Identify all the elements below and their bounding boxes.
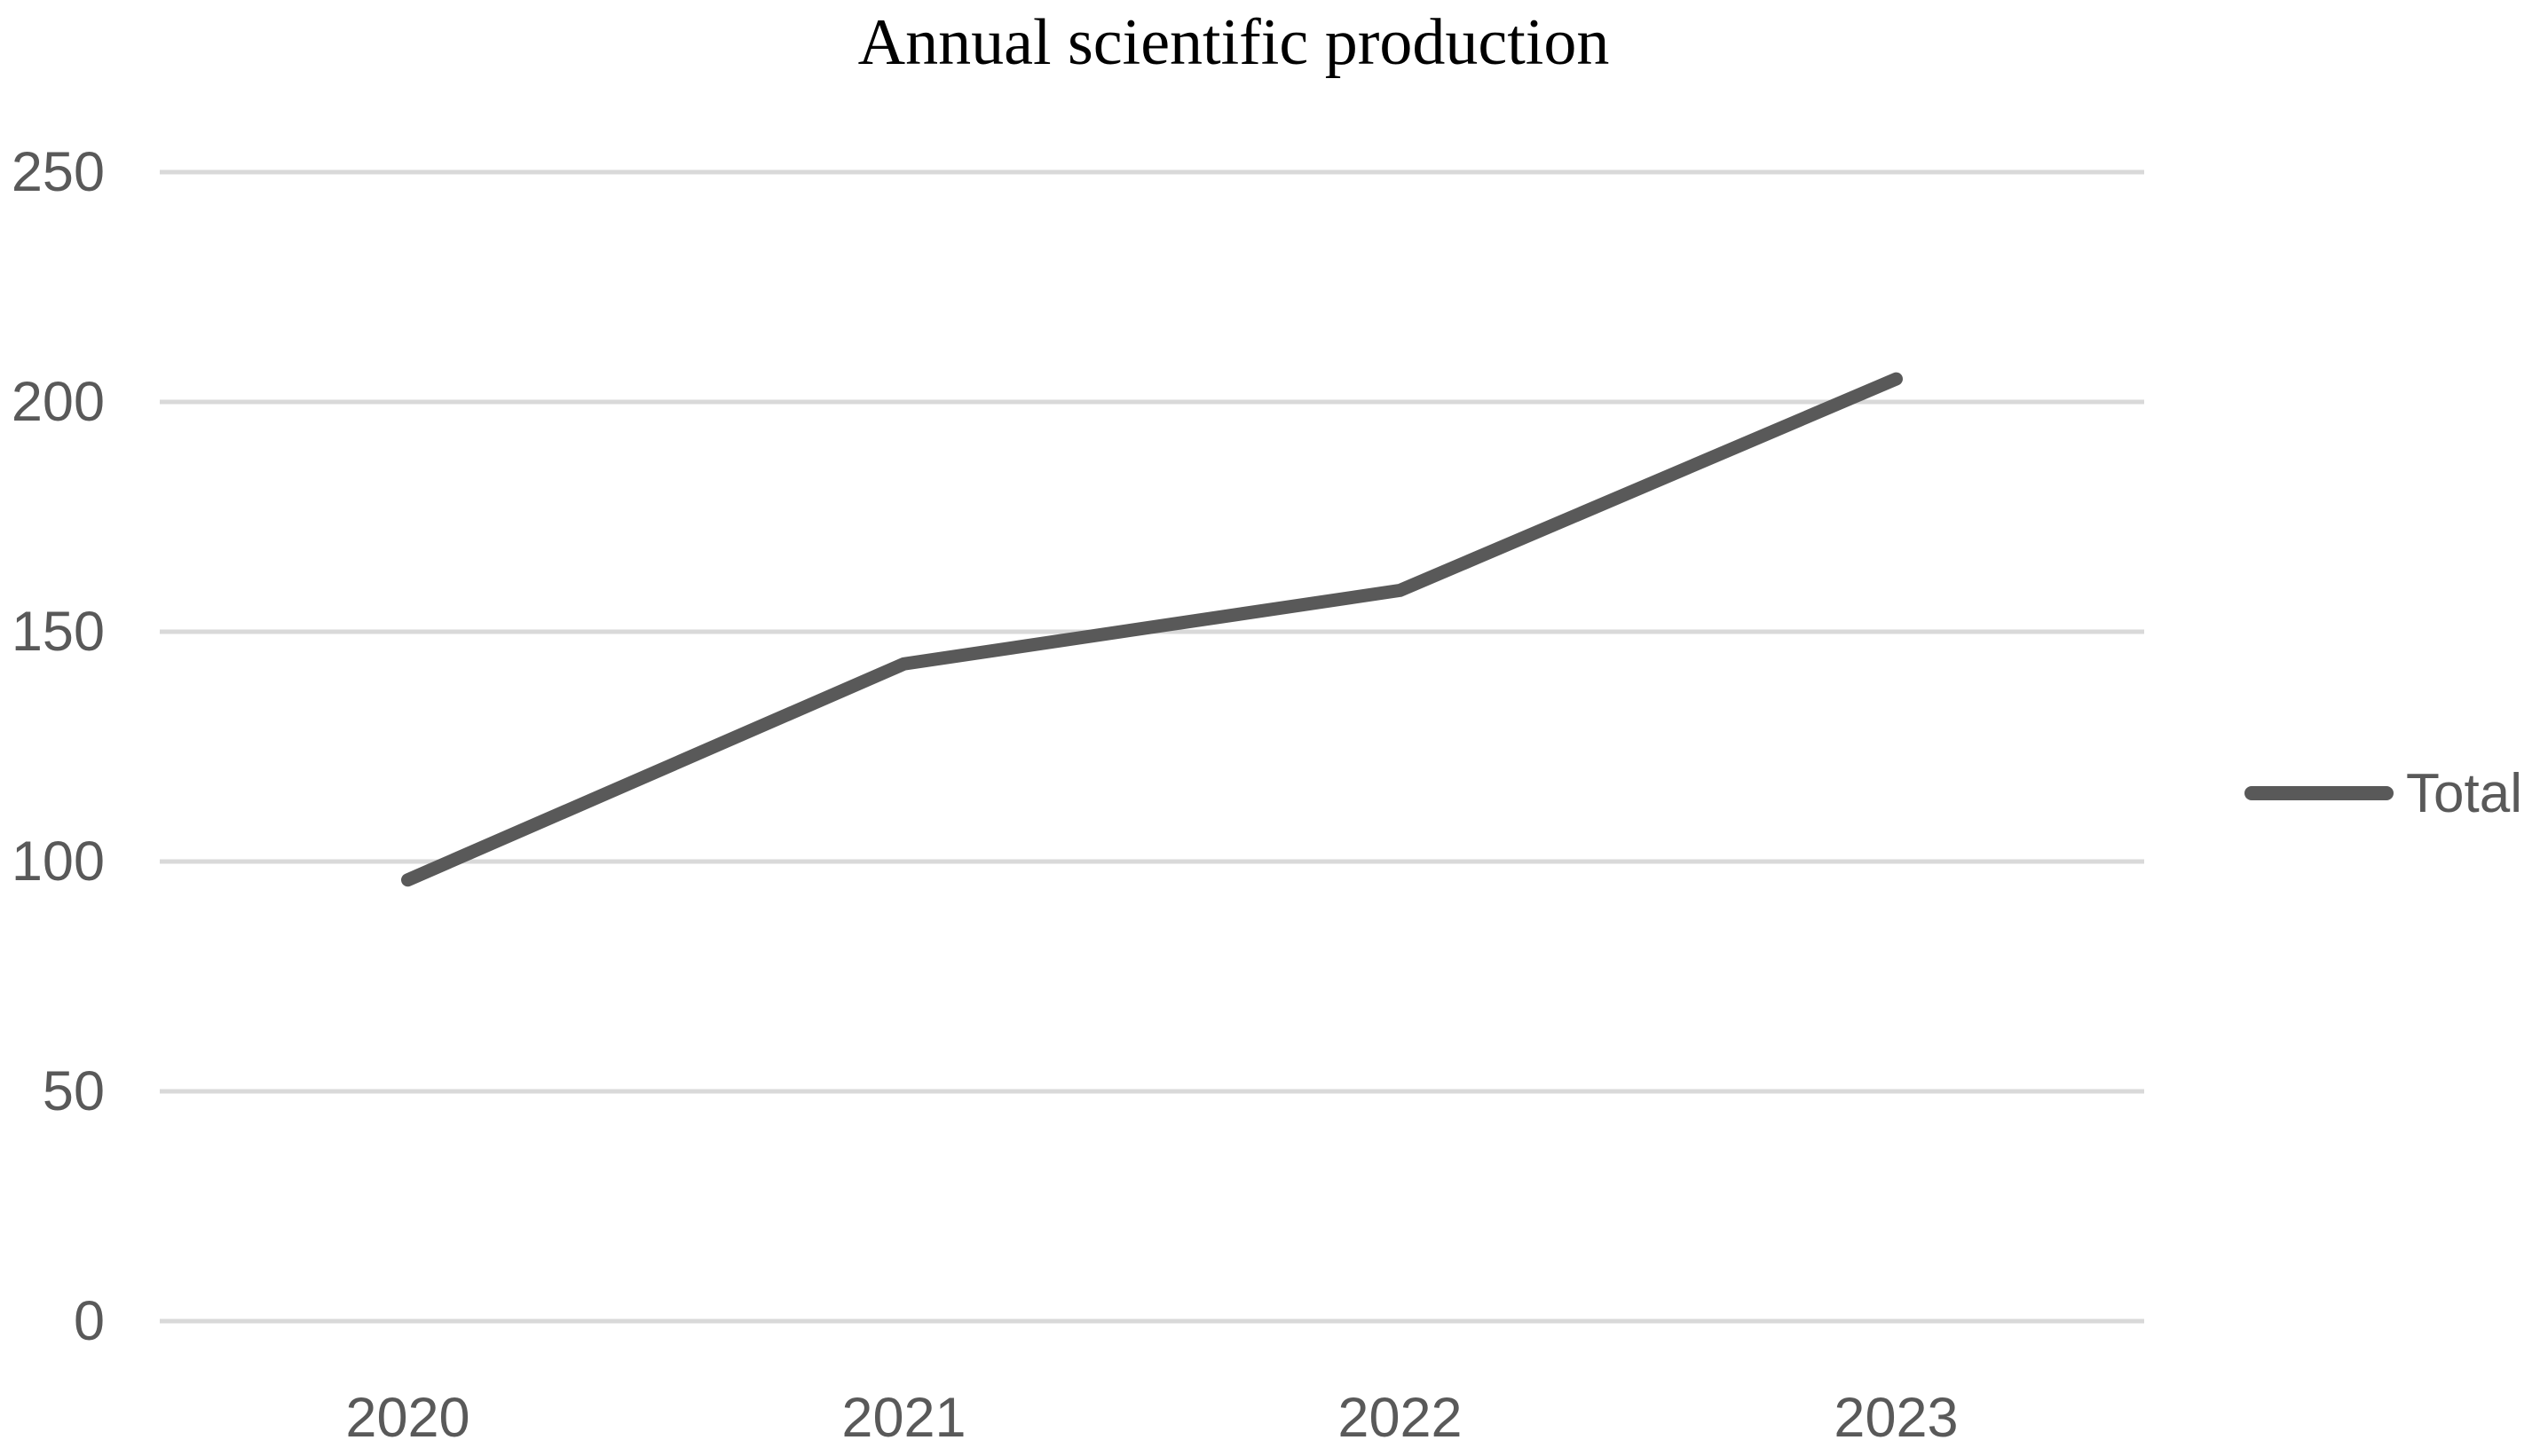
legend-line-swatch: [2244, 786, 2394, 800]
legend: Total: [2244, 762, 2522, 824]
x-axis-tick-label-2022: 2022: [1337, 1387, 1463, 1449]
x-axis-tick-label-2020: 2020: [345, 1387, 470, 1449]
y-axis-tick-label-200: 200: [11, 371, 105, 433]
y-axis-tick-label-50: 50: [42, 1060, 105, 1122]
total-series-line: [401, 372, 1903, 887]
x-axis-tick-label-2021: 2021: [841, 1387, 966, 1449]
y-axis-tick-label-0: 0: [73, 1290, 105, 1352]
y-axis-tick-label-250: 250: [11, 141, 105, 203]
chart-title: Annual scientific production: [857, 6, 1610, 79]
legend-label: Total: [2406, 762, 2522, 824]
y-axis-tick-label-100: 100: [11, 830, 105, 893]
x-axis-tick-label-2023: 2023: [1834, 1387, 1959, 1449]
y-axis-tick-label-150: 150: [11, 601, 105, 663]
